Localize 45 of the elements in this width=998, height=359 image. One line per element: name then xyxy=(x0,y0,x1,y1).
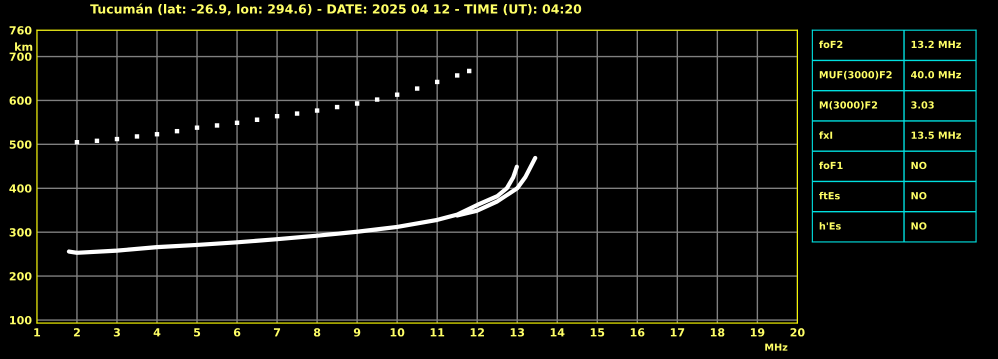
x-tick-label: 8 xyxy=(314,328,320,337)
y-tick-label: 300 xyxy=(10,228,32,237)
x-tick-label: 17 xyxy=(670,328,684,336)
text: fxI xyxy=(819,131,832,139)
y-tick-label: 100 xyxy=(10,316,32,324)
y-tick-label: 500 xyxy=(10,140,32,149)
x-tick-label: 5 xyxy=(194,328,200,337)
x-tick-label: 7 xyxy=(274,328,280,336)
x-tick-label: 20 xyxy=(790,328,805,337)
y-tick-label: 400 xyxy=(9,184,32,193)
text: h'Es xyxy=(820,222,841,230)
x-tick-label: 6 xyxy=(234,328,240,337)
y-tick-label: 600 xyxy=(10,96,32,105)
text: 13.5 MHz xyxy=(912,132,961,139)
x-tick-label: 11 xyxy=(430,328,444,336)
text: foF2 xyxy=(819,40,842,48)
x-tick-label: 13 xyxy=(510,328,524,337)
y-tick-label: 700 xyxy=(10,52,32,61)
x-tick-label: 1 xyxy=(34,328,40,336)
text: foF1 xyxy=(819,162,843,170)
text: ftEs xyxy=(819,192,840,200)
text: NO xyxy=(911,192,926,200)
x-tick-label: 18 xyxy=(710,328,724,337)
x-tick-label: 3 xyxy=(114,328,120,337)
text: M(3000)F2 xyxy=(820,101,878,110)
y-axis-title: km xyxy=(15,42,32,51)
x-tick-label: 2 xyxy=(74,328,80,336)
x-tick-label: 12 xyxy=(470,328,484,336)
text: 13.2 MHz xyxy=(912,40,961,48)
x-tick-label: 16 xyxy=(630,328,644,337)
y-tick-label: 760 xyxy=(10,26,32,35)
y-tick-label: 200 xyxy=(10,272,32,280)
x-tick-label: 14 xyxy=(550,328,564,336)
chart-title: Tucumán (lat: -26.9, lon: 294.6) - DATE: 2025 04 12 - TIME (UT): 04:20 xyxy=(90,3,582,16)
x-tick-label: 4 xyxy=(154,328,160,336)
text: MUF(3000)F2 xyxy=(820,70,892,80)
text: NO xyxy=(911,222,926,230)
x-tick-label: 9 xyxy=(354,328,360,337)
x-tick-label: 10 xyxy=(390,328,404,337)
x-axis-title: MHz xyxy=(765,344,788,351)
text: 40.0 MHz xyxy=(911,71,961,78)
x-tick-label: 19 xyxy=(750,328,764,337)
text: 3.03 xyxy=(911,101,934,109)
text: NO xyxy=(911,162,926,170)
x-tick-label: 15 xyxy=(590,328,604,337)
